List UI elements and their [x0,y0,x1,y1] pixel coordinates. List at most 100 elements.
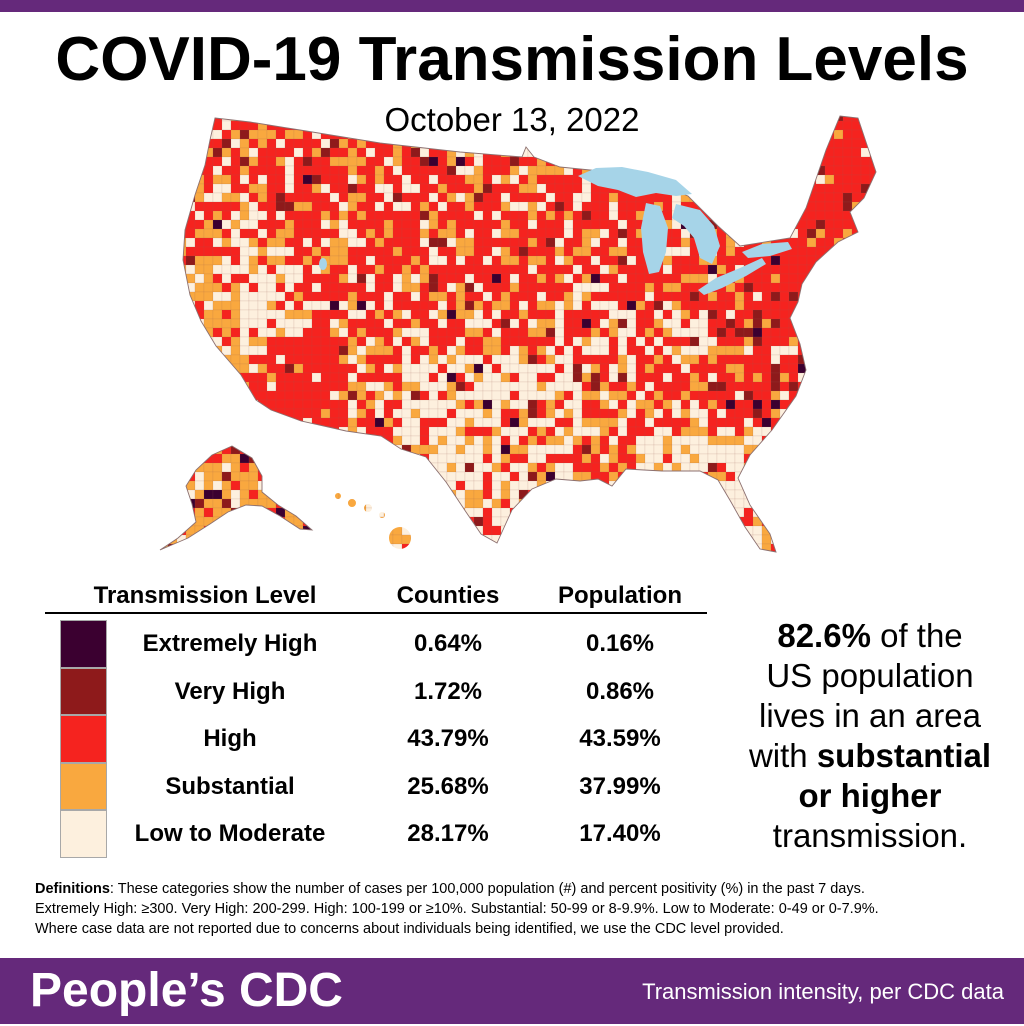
county-cell [761,291,772,302]
county-cell [338,228,349,239]
county-cell [707,264,718,275]
county-cell [527,201,538,212]
county-cell [680,525,691,536]
county-cell [779,426,790,437]
county-cell [860,318,871,329]
county-cell [689,327,700,338]
county-cell [752,219,763,230]
county-cell [761,174,772,185]
county-cell [815,210,826,221]
county-cell [662,165,673,176]
county-cell [707,399,718,410]
county-cell [581,498,592,509]
county-cell [482,462,493,473]
county-cell [761,489,772,500]
county-cell [851,471,862,482]
county-cell [815,471,826,482]
county-cell [671,156,682,167]
county-cell [770,426,781,437]
county-cell [500,372,511,383]
county-cell [383,156,394,167]
county-cell [725,336,736,347]
county-cell [239,354,250,365]
county-cell [824,273,835,284]
county-cell [680,471,691,482]
county-cell [671,300,682,311]
county-cell [626,480,637,491]
county-cell [356,255,367,266]
county-cell [194,507,205,518]
county-cell [671,390,682,401]
county-cell [752,156,763,167]
county-cell [374,309,385,320]
county-cell [879,337,888,346]
county-cell [374,345,385,356]
county-cell [464,462,475,473]
county-cell [599,426,610,437]
county-cell [257,273,268,284]
county-cell [509,237,520,248]
county-cell [212,228,223,239]
county-cell [221,399,232,410]
county-cell [401,219,412,230]
county-cell [437,237,448,248]
county-cell [473,543,484,552]
callout-emphasis: or higher [798,777,942,814]
county-cell [410,435,421,446]
county-cell [545,507,556,518]
county-cell [284,156,295,167]
county-cell [266,444,277,455]
county-cell [779,471,790,482]
county-cell [563,444,574,455]
county-cell [734,255,745,266]
county-cell [302,471,313,482]
county-cell [509,165,520,176]
county-cell [563,309,574,320]
county-cell [185,309,196,320]
county-cell [869,246,876,257]
county-cell [365,489,376,500]
county-cell [410,147,421,158]
county-cell [680,543,691,552]
county-cell [617,246,628,257]
county-cell [518,291,529,302]
county-cell [446,291,457,302]
county-cell [392,282,403,293]
county-cell [743,507,754,518]
county-cell [491,255,502,266]
county-cell [869,336,876,347]
county-cell [581,264,592,275]
county-cell [770,309,781,320]
great-salt-lake [319,258,327,270]
county-cell [482,255,493,266]
county-cell [734,291,745,302]
county-cell [554,138,565,149]
county-cell [248,300,259,311]
county-cell [770,147,781,158]
county-cell [599,417,610,428]
county-cell [464,183,475,194]
county-cell [401,489,412,500]
county-cell [761,219,772,230]
county-cell [671,354,682,365]
county-cell [194,363,205,374]
county-cell [509,174,520,185]
callout-text: of the [870,617,963,654]
county-cell [518,471,529,482]
county-cell [824,219,835,230]
county-cell [212,336,223,347]
county-cell [266,300,277,311]
county-cell [698,534,709,545]
county-cell [518,219,529,230]
county-cell [734,516,745,527]
county-cell [212,417,223,428]
county-cell [744,553,753,560]
county-cell [428,201,439,212]
county-cell [203,543,214,552]
county-cell [581,147,592,158]
county-cell [212,183,223,194]
county-cell [626,273,637,284]
county-cell [401,417,412,428]
county-cell [545,426,556,437]
county-cell [203,192,214,203]
